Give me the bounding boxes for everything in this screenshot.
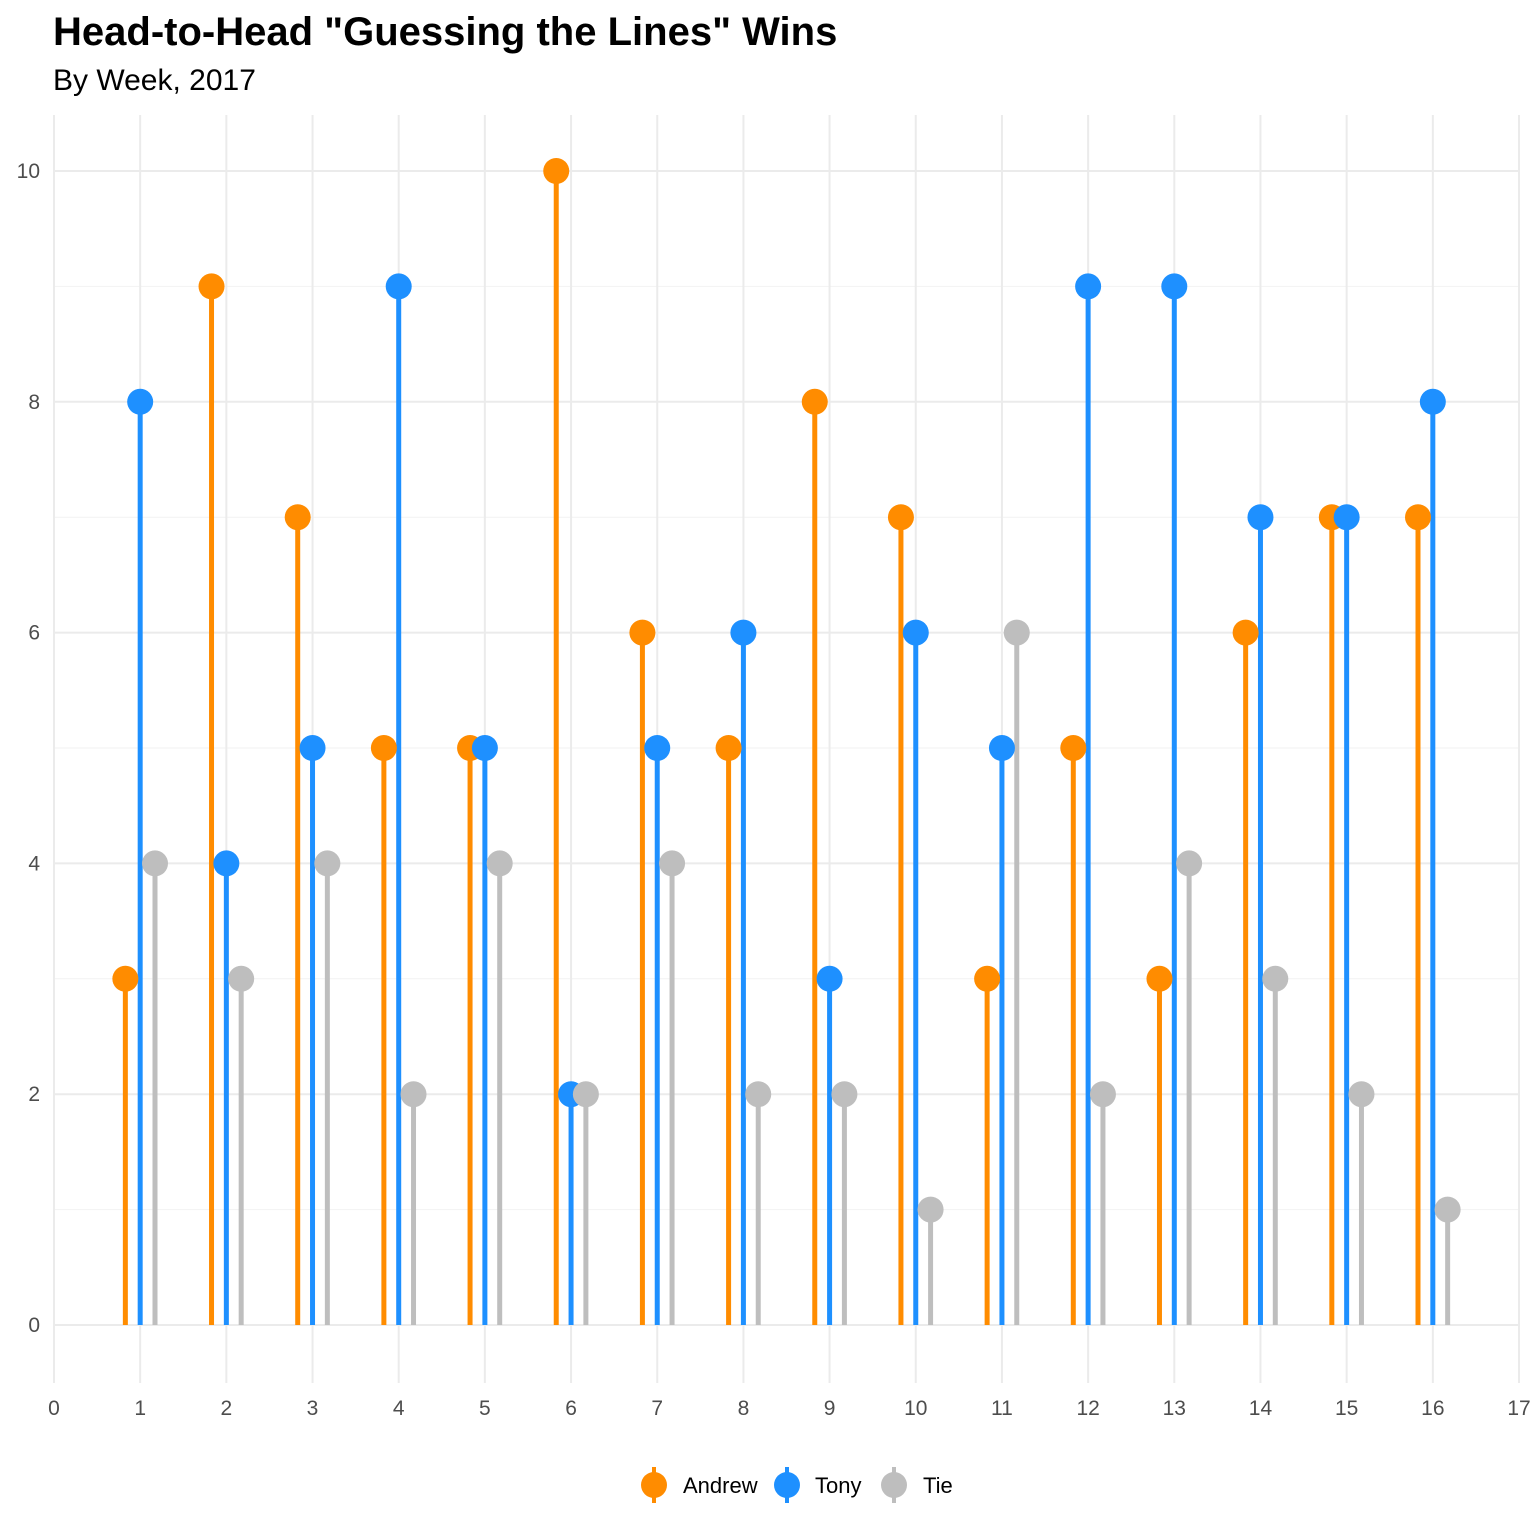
- chart-subtitle: By Week, 2017: [53, 64, 256, 97]
- point-tony: [730, 619, 757, 646]
- point-andrew: [887, 504, 914, 531]
- point-tie: [486, 850, 513, 877]
- point-tie: [141, 850, 168, 877]
- point-tie: [1176, 850, 1203, 877]
- x-tick-label: 5: [479, 1397, 491, 1420]
- y-tick-label: 8: [28, 391, 40, 414]
- x-tick-label: 0: [48, 1397, 60, 1420]
- point-tie: [745, 1081, 772, 1108]
- point-tony: [1247, 504, 1274, 531]
- x-tick-label: 14: [1249, 1397, 1273, 1420]
- x-tick-label: 10: [904, 1397, 927, 1420]
- x-tick-label: 15: [1335, 1397, 1358, 1420]
- x-tick-label: 11: [991, 1397, 1013, 1420]
- point-tony: [902, 619, 929, 646]
- point-andrew: [1146, 965, 1173, 992]
- point-tony: [385, 273, 412, 300]
- point-andrew: [370, 735, 397, 761]
- data-marks: [112, 158, 1461, 1325]
- legend-label-andrew: Andrew: [683, 1473, 758, 1498]
- x-tick-label: 7: [651, 1397, 663, 1420]
- x-tick-label: 17: [1507, 1397, 1530, 1420]
- point-tony: [299, 735, 326, 761]
- point-tie: [572, 1081, 599, 1108]
- y-tick-label: 0: [28, 1314, 40, 1337]
- x-tick-label: 6: [565, 1397, 577, 1420]
- point-tony: [1419, 388, 1446, 415]
- point-andrew: [284, 504, 311, 531]
- point-tie: [1434, 1196, 1461, 1223]
- x-tick-label: 3: [307, 1397, 319, 1420]
- point-tie: [831, 1081, 858, 1108]
- point-tie: [228, 965, 255, 992]
- point-andrew: [112, 965, 139, 992]
- grid-lines: [53, 115, 1520, 1383]
- point-tony: [127, 388, 154, 415]
- point-tie: [1089, 1081, 1116, 1108]
- point-andrew: [1232, 619, 1259, 646]
- x-tick-label: 1: [134, 1397, 146, 1420]
- point-tie: [659, 850, 686, 877]
- y-tick-label: 6: [28, 622, 40, 645]
- point-tie: [1348, 1081, 1375, 1108]
- point-andrew: [543, 158, 570, 184]
- point-tony: [988, 735, 1015, 761]
- point-tony: [1161, 273, 1188, 300]
- point-tie: [400, 1081, 427, 1108]
- y-tick-label: 2: [28, 1083, 40, 1106]
- point-tie: [314, 850, 341, 877]
- y-tick-label: 4: [28, 852, 40, 875]
- point-andrew: [198, 273, 225, 300]
- x-tick-label: 8: [738, 1397, 750, 1420]
- point-tony: [213, 850, 240, 877]
- legend-label-tony: Tony: [815, 1473, 861, 1498]
- point-andrew: [801, 388, 828, 415]
- chart-title: Head-to-Head "Guessing the Lines" Wins: [53, 10, 838, 54]
- legend-key-tie: [881, 1472, 907, 1498]
- point-tony: [1075, 273, 1102, 300]
- point-tie: [1003, 619, 1030, 646]
- point-andrew: [1405, 504, 1432, 531]
- x-tick-label: 13: [1163, 1397, 1186, 1420]
- point-andrew: [974, 965, 1001, 992]
- x-tick-label: 16: [1421, 1397, 1444, 1420]
- point-andrew: [629, 619, 656, 646]
- point-andrew: [1060, 735, 1087, 761]
- point-tie: [1262, 965, 1289, 992]
- x-tick-label: 12: [1076, 1397, 1099, 1420]
- x-tick-label: 2: [221, 1397, 233, 1420]
- point-tony: [816, 965, 843, 992]
- legend-label-tie: Tie: [923, 1473, 953, 1498]
- point-tony: [1333, 504, 1360, 531]
- legend-key-andrew: [641, 1472, 667, 1498]
- y-tick-label: 10: [17, 160, 40, 183]
- legend: Andrew Tony Tie: [641, 1467, 953, 1503]
- point-andrew: [715, 735, 742, 761]
- legend-key-tony: [774, 1472, 800, 1498]
- point-tie: [917, 1196, 944, 1223]
- point-tony: [644, 735, 671, 761]
- point-tony: [471, 735, 498, 761]
- x-tick-label: 4: [393, 1397, 405, 1420]
- x-tick-label: 9: [824, 1397, 836, 1420]
